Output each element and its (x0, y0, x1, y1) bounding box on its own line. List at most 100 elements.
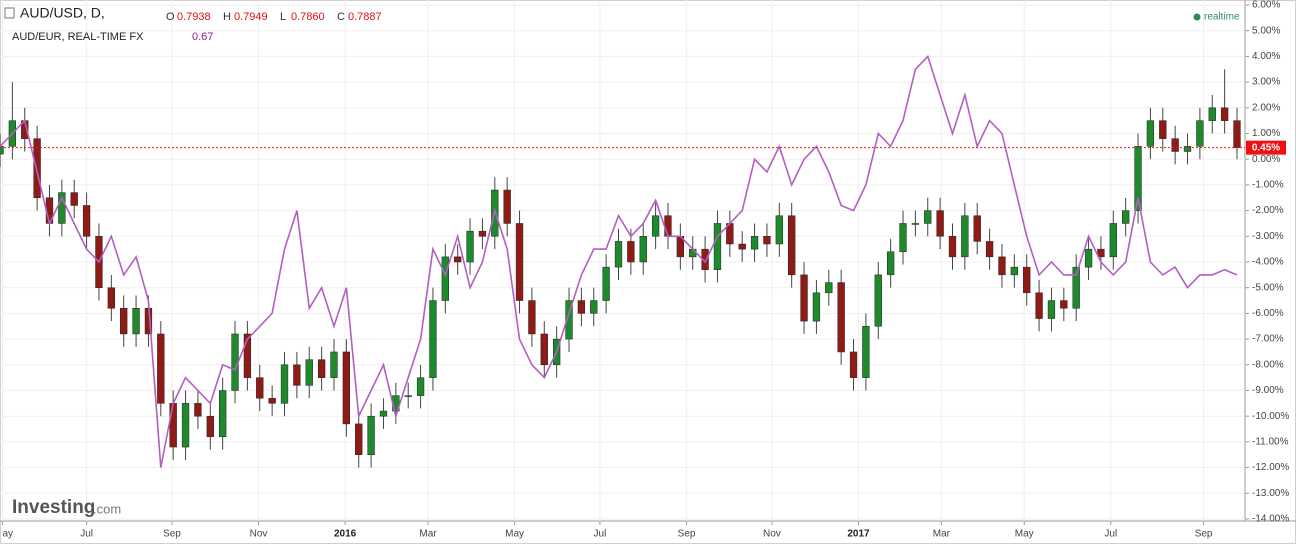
candle-body (1159, 120, 1167, 139)
candle-body (478, 230, 487, 237)
ohlc-value: 0.7860 (291, 11, 325, 23)
candle-body (899, 223, 907, 252)
symbol: AUD/USD, D, (20, 5, 105, 21)
candle-body (1072, 266, 1080, 309)
candle-body (565, 300, 573, 340)
ohlc-value: 0.7887 (348, 11, 382, 23)
logo-suffix: .com (93, 501, 121, 516)
y-tick-label: -13.00% (1252, 488, 1289, 499)
y-tick-label: -12.00% (1252, 462, 1289, 473)
candle-body (33, 138, 41, 198)
x-tick-label: Nov (250, 529, 268, 540)
candle-body (82, 205, 91, 237)
candle-body (206, 415, 214, 438)
x-tick-label: Jul (594, 529, 607, 540)
y-tick-label: 4.00% (1252, 51, 1280, 62)
x-tick-label: Mar (419, 529, 437, 540)
candle-body (1220, 107, 1229, 121)
candle-body (788, 215, 796, 276)
y-tick-label: -4.00% (1252, 257, 1284, 268)
candle-body (1035, 292, 1043, 319)
candle-body (825, 282, 833, 294)
candle-body (961, 215, 969, 258)
candle-body (1146, 120, 1155, 147)
candle-body (1134, 146, 1142, 211)
candle-body (812, 292, 821, 322)
candle-body (181, 403, 190, 448)
candle-body (627, 241, 635, 263)
candle-body (330, 351, 338, 378)
candle-body (651, 215, 660, 237)
candle-body (107, 287, 115, 309)
plot-area (0, 0, 1245, 521)
candle-body (70, 192, 78, 206)
y-tick-label: -3.00% (1252, 231, 1284, 242)
candle-body (590, 300, 598, 314)
ohlc-key: H (223, 11, 231, 23)
candle-body (58, 192, 66, 224)
x-tick-label: Sep (1195, 529, 1213, 540)
candle-body (404, 395, 412, 397)
candle-body (602, 266, 610, 301)
candle-body (1109, 223, 1117, 258)
candle-body (268, 397, 276, 404)
candle-body (577, 300, 586, 314)
candle-body (355, 423, 363, 456)
ohlc-value: 0.7949 (234, 11, 268, 23)
y-tick-label: -2.00% (1252, 205, 1284, 216)
x-tick-label: Jul (80, 529, 93, 540)
x-tick-label: May (505, 529, 524, 540)
x-tick-label: Jul (1104, 529, 1117, 540)
candle-body (948, 236, 957, 258)
candle-body (503, 189, 511, 224)
candle-body (1047, 300, 1056, 319)
candle-body (132, 308, 140, 335)
candle-body (614, 241, 623, 268)
candle-body (1196, 120, 1204, 147)
last-price-box (1246, 140, 1286, 155)
candle-body (120, 308, 128, 335)
candle-body (0, 146, 4, 155)
compare-line (0, 54, 1238, 468)
candle-body (379, 410, 388, 417)
candle-body (317, 359, 326, 378)
y-tick-label: -14.00% (1252, 514, 1289, 525)
compare-name: AUD/EUR, REAL-TIME FX (12, 31, 144, 43)
candle-body (936, 210, 944, 237)
candle-body (429, 300, 437, 378)
candle-body (862, 326, 870, 378)
candle-body (763, 236, 771, 245)
candle-body (305, 359, 313, 386)
logo-brand: Investing (12, 497, 95, 518)
candle-body (998, 256, 1006, 276)
candle-body (911, 223, 920, 225)
candle-body (775, 215, 783, 245)
candle-body (243, 333, 252, 378)
candle-body (639, 236, 647, 263)
x-tick-label: Sep (163, 529, 181, 540)
x-tick-label: May (1015, 529, 1034, 540)
y-tick-label: -5.00% (1252, 282, 1284, 293)
candle-body (689, 248, 697, 258)
candle-body (169, 403, 177, 448)
candle-body (528, 300, 536, 335)
candle-body (1208, 107, 1216, 121)
candle-body (1171, 138, 1179, 152)
candle-body (540, 333, 548, 366)
candle-body (800, 274, 808, 322)
candle-body (157, 333, 165, 404)
candle-body (750, 236, 759, 250)
x-tick-label: ay (2, 529, 13, 540)
candle-body (1122, 210, 1130, 224)
status-dot (1193, 13, 1201, 21)
ohlc-key: C (337, 11, 345, 23)
candle-body (1060, 300, 1068, 309)
x-tick-label: Sep (678, 529, 696, 540)
candle-body (1010, 266, 1018, 276)
candle-body (713, 223, 722, 270)
ohlc-value: 0.7938 (177, 11, 211, 23)
candle-body (874, 274, 882, 327)
compare-value: 0.67 (192, 31, 213, 43)
ohlc-key: O (166, 11, 175, 23)
